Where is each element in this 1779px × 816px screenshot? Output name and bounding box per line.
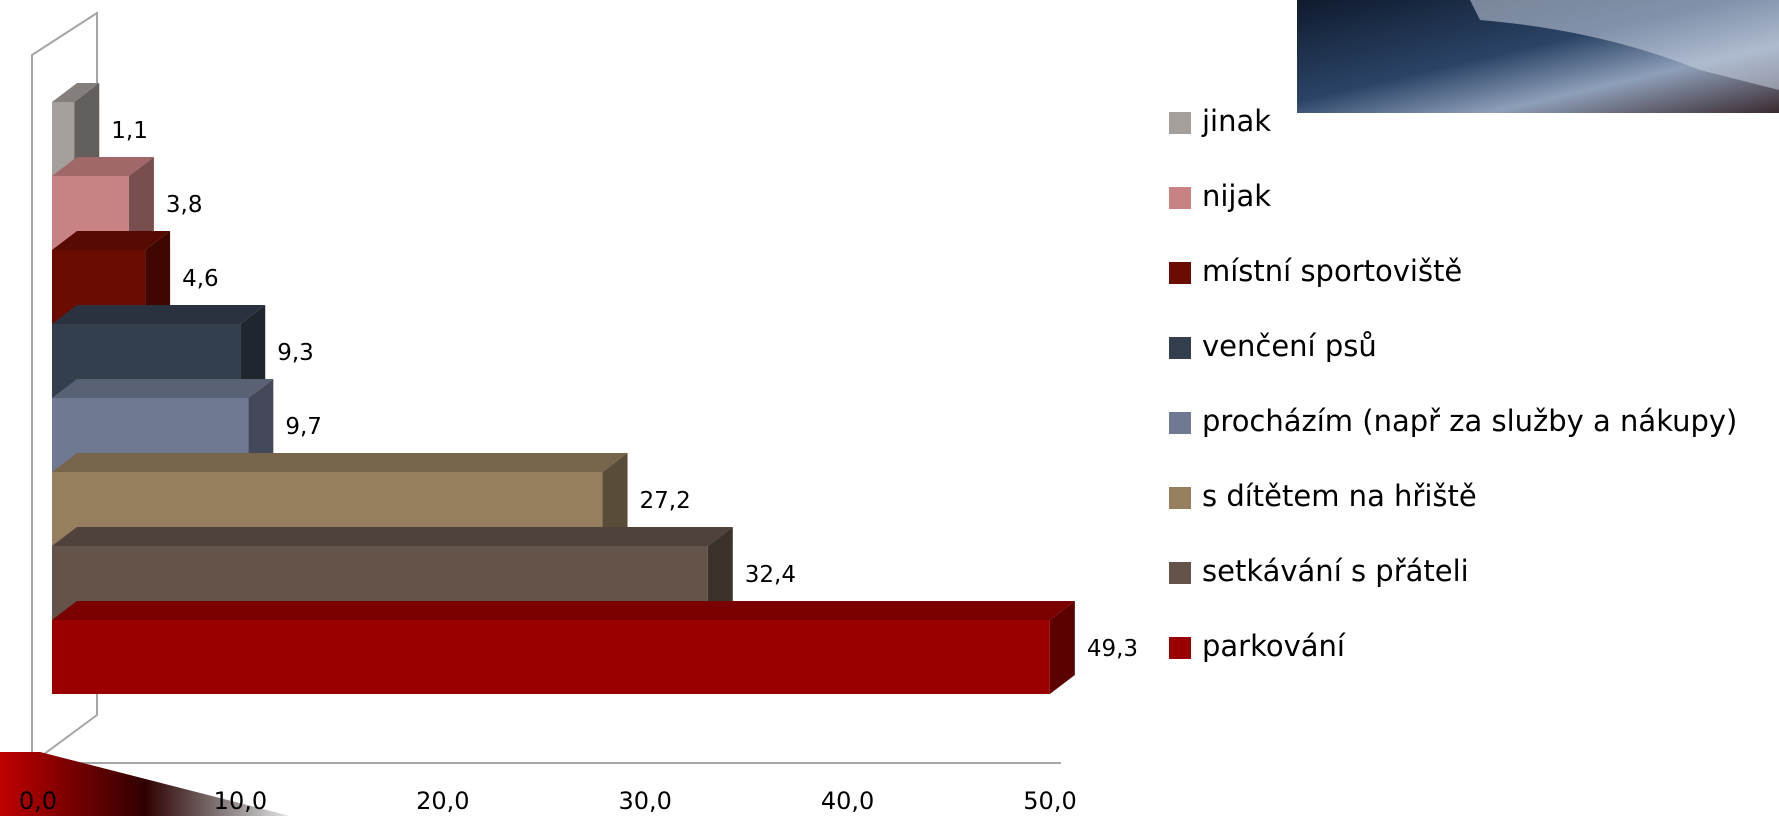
x-tick-label: 20,0	[416, 787, 469, 815]
legend-swatch	[1169, 187, 1191, 209]
legend-swatch	[1169, 562, 1191, 584]
chart: 0,0 10,0 20,0 30,0 40,0 50,0 1,1 3,8 4,6 9,3 9,7 27…	[0, 0, 1779, 816]
value-label: 27,2	[640, 488, 691, 514]
value-label: 3,8	[166, 192, 203, 218]
x-tick-label: 40,0	[821, 787, 874, 815]
x-tick-label: 0,0	[19, 787, 57, 815]
legend-label: venčení psů	[1202, 329, 1377, 363]
legend-swatch	[1169, 412, 1191, 434]
bar-top	[52, 305, 265, 324]
x-tick-label: 50,0	[1023, 787, 1076, 815]
legend-swatch	[1169, 112, 1191, 134]
bar-top	[52, 601, 1075, 620]
bar-top	[52, 379, 273, 398]
legend-swatch	[1169, 337, 1191, 359]
legend-swatch	[1169, 262, 1191, 284]
value-label: 32,4	[745, 562, 796, 588]
bar-top	[52, 527, 733, 546]
legend-label: parkování	[1202, 629, 1346, 663]
legend-label: s dítětem na hřiště	[1202, 479, 1477, 513]
value-label: 9,3	[277, 340, 314, 366]
legend-label: setkávání s přáteli	[1202, 554, 1469, 588]
legend-swatch	[1169, 637, 1191, 659]
x-tick-label: 10,0	[214, 787, 267, 815]
bar-top	[52, 453, 628, 472]
value-label: 9,7	[285, 414, 322, 440]
legend-label: místní sportoviště	[1202, 254, 1462, 288]
legend-label: procházím (např za služby a nákupy)	[1202, 404, 1737, 438]
x-tick-label: 30,0	[618, 787, 671, 815]
legend-label: jinak	[1201, 104, 1271, 138]
bar	[52, 620, 1050, 694]
legend-label: nijak	[1202, 179, 1271, 213]
value-label: 1,1	[111, 118, 148, 144]
value-label: 49,3	[1087, 636, 1138, 662]
legend-swatch	[1169, 487, 1191, 509]
value-label: 4,6	[182, 266, 219, 292]
